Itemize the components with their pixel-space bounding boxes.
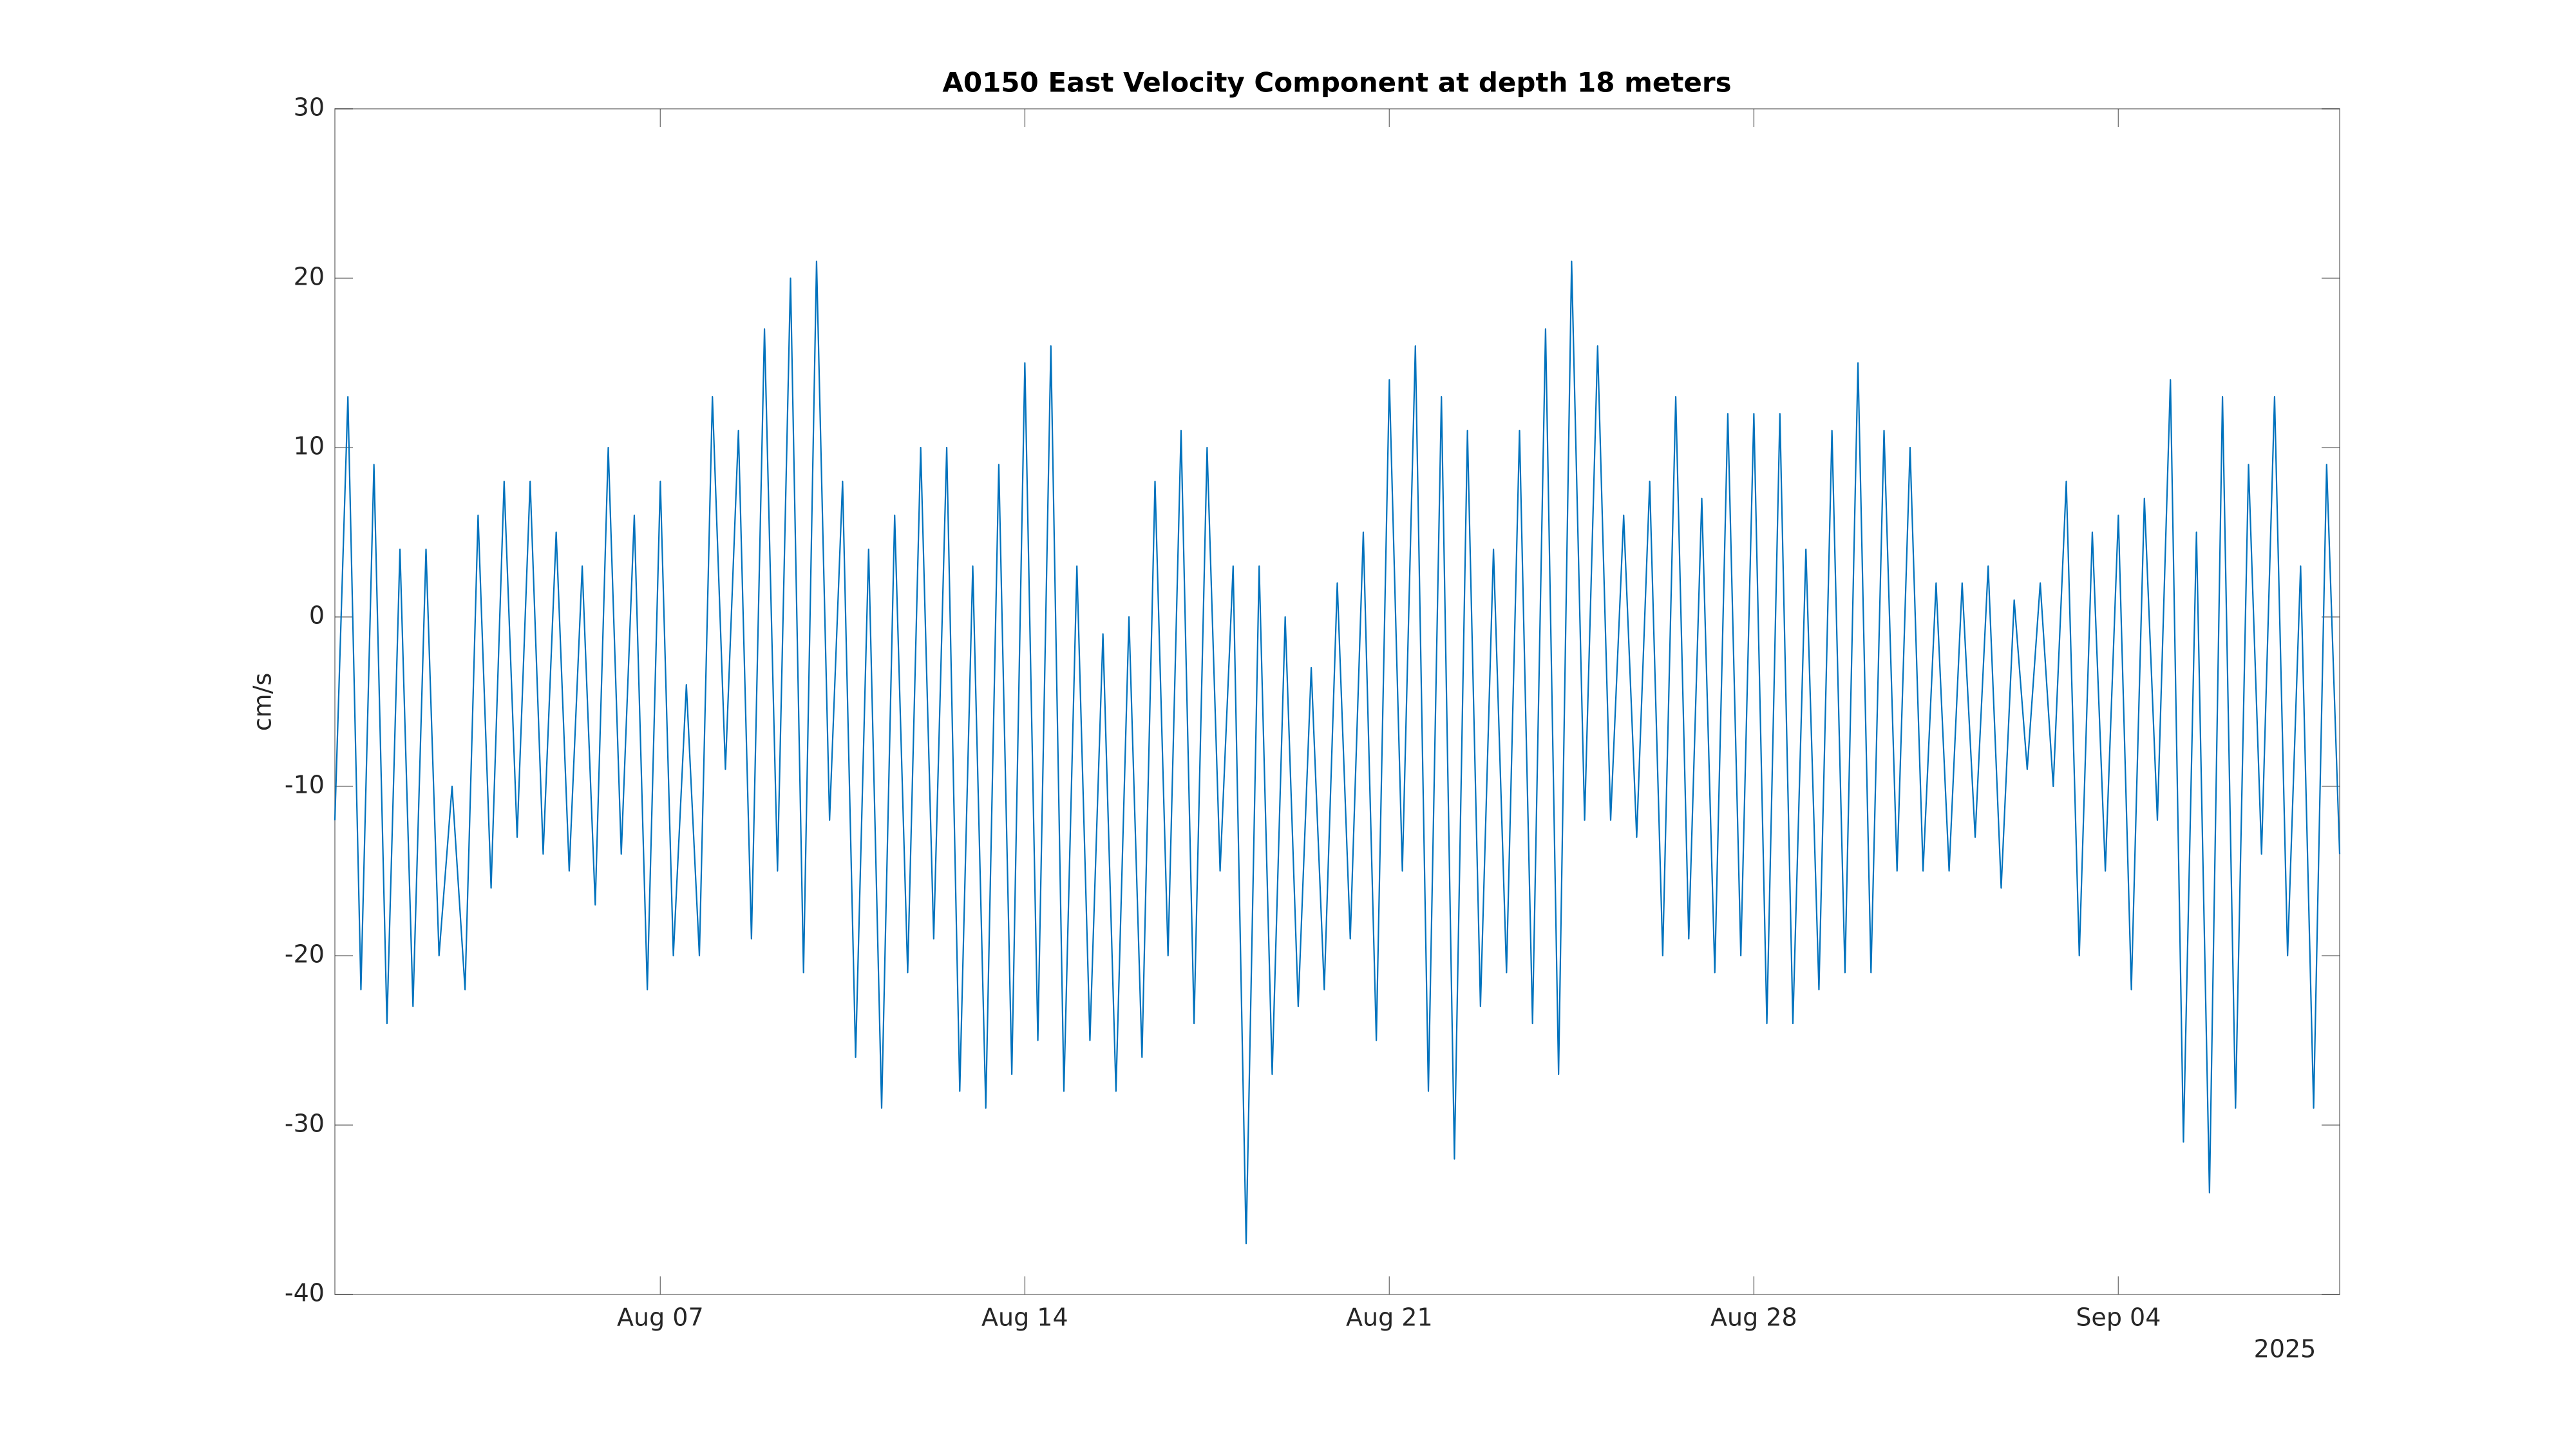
x-tick-label: Aug 07 <box>617 1303 704 1332</box>
y-tick-label: 10 <box>294 432 325 460</box>
x-tick-label: Aug 14 <box>981 1303 1068 1332</box>
y-tick-label: -10 <box>285 771 325 799</box>
y-tick-label: 0 <box>309 601 325 630</box>
y-tick-label: -40 <box>285 1279 325 1307</box>
x-year-label: 2025 <box>2254 1335 2316 1363</box>
y-tick-label: -20 <box>285 940 325 969</box>
y-axis-label: cm/s <box>249 673 277 732</box>
y-tick-label: 30 <box>294 93 325 122</box>
data-line <box>334 260 2341 1245</box>
y-tick-label: -30 <box>285 1110 325 1138</box>
y-tick-label: 20 <box>294 263 325 291</box>
x-tick-label: Aug 21 <box>1346 1303 1433 1332</box>
x-tick-label: Sep 04 <box>2076 1303 2161 1332</box>
plot-frame <box>334 108 2340 1295</box>
x-tick-label: Aug 28 <box>1710 1303 1797 1332</box>
chart-title: A0150 East Velocity Component at depth 1… <box>942 67 1731 99</box>
